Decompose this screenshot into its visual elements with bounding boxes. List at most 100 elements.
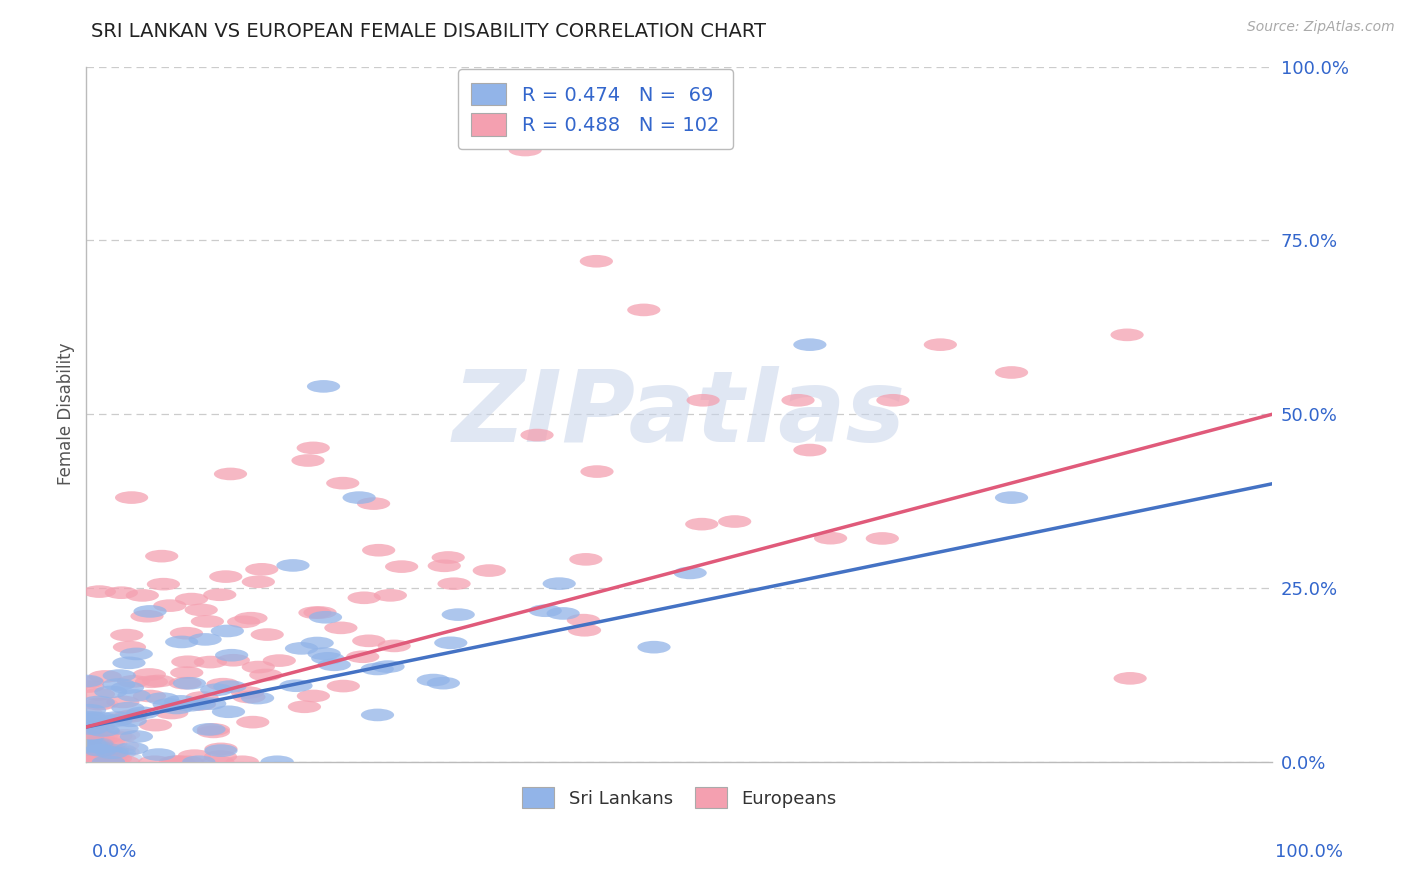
Ellipse shape — [72, 676, 104, 689]
Ellipse shape — [79, 737, 110, 748]
Ellipse shape — [214, 681, 246, 693]
Ellipse shape — [204, 742, 238, 756]
Ellipse shape — [277, 559, 309, 572]
Ellipse shape — [135, 675, 167, 688]
Ellipse shape — [80, 739, 111, 750]
Ellipse shape — [995, 366, 1028, 379]
Ellipse shape — [76, 747, 107, 759]
Ellipse shape — [94, 736, 125, 748]
Ellipse shape — [86, 750, 117, 762]
Ellipse shape — [132, 668, 166, 681]
Ellipse shape — [75, 731, 105, 743]
Ellipse shape — [83, 712, 115, 724]
Ellipse shape — [153, 599, 187, 612]
Ellipse shape — [718, 516, 751, 528]
Ellipse shape — [924, 338, 957, 351]
Ellipse shape — [76, 742, 107, 754]
Ellipse shape — [72, 739, 103, 752]
Ellipse shape — [76, 735, 107, 747]
Ellipse shape — [260, 756, 294, 768]
Ellipse shape — [72, 753, 105, 765]
Ellipse shape — [75, 747, 105, 759]
Ellipse shape — [110, 629, 143, 641]
Ellipse shape — [72, 706, 103, 718]
Ellipse shape — [567, 614, 600, 626]
Ellipse shape — [75, 751, 105, 763]
Ellipse shape — [75, 731, 104, 742]
Ellipse shape — [117, 690, 150, 702]
Ellipse shape — [318, 658, 352, 671]
Ellipse shape — [112, 640, 146, 654]
Ellipse shape — [72, 740, 103, 752]
Ellipse shape — [82, 735, 112, 747]
Y-axis label: Female Disability: Female Disability — [58, 343, 75, 485]
Ellipse shape — [162, 756, 194, 768]
Ellipse shape — [120, 648, 153, 660]
Ellipse shape — [107, 756, 141, 768]
Ellipse shape — [83, 734, 114, 746]
Ellipse shape — [184, 604, 218, 616]
Ellipse shape — [326, 477, 360, 490]
Ellipse shape — [142, 748, 176, 761]
Ellipse shape — [112, 752, 142, 764]
Ellipse shape — [84, 747, 115, 759]
Ellipse shape — [77, 742, 108, 754]
Ellipse shape — [83, 743, 114, 755]
Ellipse shape — [547, 607, 579, 620]
Ellipse shape — [361, 708, 394, 722]
Ellipse shape — [83, 585, 115, 598]
Ellipse shape — [72, 735, 103, 747]
Ellipse shape — [73, 749, 104, 761]
Ellipse shape — [231, 686, 264, 699]
Ellipse shape — [87, 743, 118, 755]
Ellipse shape — [385, 560, 418, 573]
Ellipse shape — [127, 706, 159, 719]
Ellipse shape — [83, 715, 114, 727]
Ellipse shape — [378, 640, 411, 652]
Ellipse shape — [70, 747, 101, 759]
Ellipse shape — [343, 491, 375, 504]
Ellipse shape — [235, 612, 267, 624]
Ellipse shape — [77, 745, 108, 756]
Ellipse shape — [77, 746, 108, 757]
Ellipse shape — [250, 628, 284, 640]
Ellipse shape — [77, 739, 108, 751]
Ellipse shape — [245, 563, 278, 575]
Ellipse shape — [240, 691, 274, 705]
Ellipse shape — [73, 724, 104, 736]
Ellipse shape — [685, 518, 718, 531]
Ellipse shape — [263, 654, 295, 667]
Ellipse shape — [72, 722, 103, 733]
Ellipse shape — [307, 380, 340, 392]
Ellipse shape — [188, 633, 222, 646]
Ellipse shape — [89, 670, 122, 682]
Ellipse shape — [202, 589, 236, 601]
Ellipse shape — [197, 725, 231, 739]
Ellipse shape — [782, 394, 814, 407]
Ellipse shape — [77, 756, 110, 768]
Ellipse shape — [193, 723, 225, 736]
Ellipse shape — [94, 756, 127, 768]
Ellipse shape — [107, 696, 139, 708]
Ellipse shape — [579, 255, 613, 268]
Ellipse shape — [427, 559, 461, 572]
Ellipse shape — [995, 491, 1028, 504]
Ellipse shape — [82, 696, 115, 708]
Ellipse shape — [1111, 328, 1143, 341]
Ellipse shape — [96, 756, 129, 768]
Ellipse shape — [83, 734, 114, 746]
Ellipse shape — [360, 663, 394, 675]
Ellipse shape — [75, 742, 105, 754]
Ellipse shape — [87, 724, 120, 737]
Ellipse shape — [170, 666, 204, 679]
Ellipse shape — [73, 749, 104, 761]
Ellipse shape — [197, 723, 231, 736]
Ellipse shape — [346, 650, 380, 663]
Ellipse shape — [111, 702, 145, 714]
Ellipse shape — [183, 698, 217, 711]
Ellipse shape — [416, 673, 450, 686]
Ellipse shape — [543, 577, 576, 590]
Ellipse shape — [82, 727, 112, 739]
Ellipse shape — [374, 589, 406, 602]
Ellipse shape — [80, 752, 111, 764]
